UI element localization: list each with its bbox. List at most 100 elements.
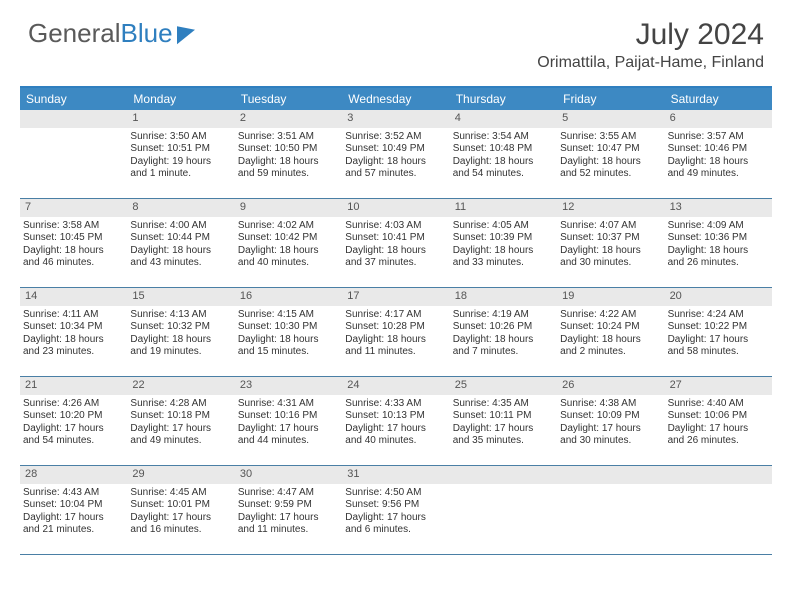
day-number: 6 bbox=[665, 110, 772, 128]
day-cell: 16Sunrise: 4:15 AMSunset: 10:30 PMDaylig… bbox=[235, 288, 342, 376]
day-detail-line: and 46 minutes. bbox=[23, 257, 124, 270]
day-detail-line: Daylight: 18 hours bbox=[560, 334, 661, 347]
day-cell: 10Sunrise: 4:03 AMSunset: 10:41 PMDaylig… bbox=[342, 199, 449, 287]
day-detail-line: Daylight: 17 hours bbox=[453, 423, 554, 436]
day-detail-line: Sunrise: 4:09 AM bbox=[668, 220, 769, 233]
day-number: 21 bbox=[20, 377, 127, 395]
weekday-header: Saturday bbox=[665, 88, 772, 110]
day-cell: 25Sunrise: 4:35 AMSunset: 10:11 PMDaylig… bbox=[450, 377, 557, 465]
day-detail-line: Sunrise: 4:19 AM bbox=[453, 309, 554, 322]
day-detail-line: Daylight: 18 hours bbox=[130, 334, 231, 347]
day-detail-line: Daylight: 18 hours bbox=[560, 245, 661, 258]
day-number: 20 bbox=[665, 288, 772, 306]
day-detail-line: Sunrise: 3:54 AM bbox=[453, 131, 554, 144]
day-detail-line: Daylight: 18 hours bbox=[453, 245, 554, 258]
day-detail-line: Sunrise: 4:13 AM bbox=[130, 309, 231, 322]
day-detail-line: Sunrise: 4:47 AM bbox=[238, 487, 339, 500]
day-detail-line: Sunrise: 4:02 AM bbox=[238, 220, 339, 233]
day-detail-line: and 33 minutes. bbox=[453, 257, 554, 270]
day-cell: 28Sunrise: 4:43 AMSunset: 10:04 PMDaylig… bbox=[20, 466, 127, 554]
brand-word2: Blue bbox=[121, 18, 173, 49]
day-cell: 31Sunrise: 4:50 AMSunset: 9:56 PMDayligh… bbox=[342, 466, 449, 554]
day-number: 12 bbox=[557, 199, 664, 217]
day-detail-line: Daylight: 18 hours bbox=[453, 334, 554, 347]
day-detail-line: Sunrise: 4:50 AM bbox=[345, 487, 446, 500]
day-detail-line: and 54 minutes. bbox=[453, 168, 554, 181]
day-detail-line: Daylight: 17 hours bbox=[345, 512, 446, 525]
day-detail-line: Daylight: 18 hours bbox=[238, 245, 339, 258]
day-detail-line: Sunset: 10:18 PM bbox=[130, 410, 231, 423]
day-detail-line: Sunset: 10:01 PM bbox=[130, 499, 231, 512]
day-cell: 7Sunrise: 3:58 AMSunset: 10:45 PMDayligh… bbox=[20, 199, 127, 287]
day-detail-line: Sunset: 9:59 PM bbox=[238, 499, 339, 512]
day-detail-line: Sunrise: 4:00 AM bbox=[130, 220, 231, 233]
day-detail-line: Sunset: 10:26 PM bbox=[453, 321, 554, 334]
weekday-header: Friday bbox=[557, 88, 664, 110]
day-number: 9 bbox=[235, 199, 342, 217]
week-row: 14Sunrise: 4:11 AMSunset: 10:34 PMDaylig… bbox=[20, 288, 772, 377]
day-detail-line: Daylight: 18 hours bbox=[23, 245, 124, 258]
day-number: 27 bbox=[665, 377, 772, 395]
weekday-header: Tuesday bbox=[235, 88, 342, 110]
day-detail-line: and 15 minutes. bbox=[238, 346, 339, 359]
day-detail-line: Daylight: 17 hours bbox=[23, 423, 124, 436]
brand-logo: GeneralBlue bbox=[28, 18, 195, 49]
day-number: 4 bbox=[450, 110, 557, 128]
week-row: 1Sunrise: 3:50 AMSunset: 10:51 PMDayligh… bbox=[20, 110, 772, 199]
day-detail-line: Daylight: 18 hours bbox=[668, 156, 769, 169]
day-detail-line: Sunrise: 3:57 AM bbox=[668, 131, 769, 144]
weekday-header: Monday bbox=[127, 88, 234, 110]
day-detail-line: and 23 minutes. bbox=[23, 346, 124, 359]
calendar-table: Sunday Monday Tuesday Wednesday Thursday… bbox=[20, 86, 772, 555]
day-number: 29 bbox=[127, 466, 234, 484]
day-detail-line: Sunrise: 3:55 AM bbox=[560, 131, 661, 144]
day-cell: 18 Sunrise: 4:19 AMSunset: 10:26 PMDaylig… bbox=[450, 288, 557, 376]
day-number bbox=[665, 466, 772, 484]
day-detail-line: Sunset: 10:36 PM bbox=[668, 232, 769, 245]
day-cell: 4Sunrise: 3:54 AMSunset: 10:48 PMDayligh… bbox=[450, 110, 557, 198]
day-detail-line: Sunrise: 4:26 AM bbox=[23, 398, 124, 411]
day-detail-line: and 11 minutes. bbox=[238, 524, 339, 537]
day-cell: 24Sunrise: 4:33 AMSunset: 10:13 PMDaylig… bbox=[342, 377, 449, 465]
day-detail-line: Sunrise: 4:15 AM bbox=[238, 309, 339, 322]
day-detail-line: and 49 minutes. bbox=[130, 435, 231, 448]
day-number: 3 bbox=[342, 110, 449, 128]
day-cell: 26Sunrise: 4:38 AMSunset: 10:09 PMDaylig… bbox=[557, 377, 664, 465]
title-block: July 2024 Orimattila, Paijat-Hame, Finla… bbox=[537, 18, 764, 72]
day-number: 18 bbox=[450, 288, 557, 306]
day-number bbox=[20, 110, 127, 128]
day-number bbox=[557, 466, 664, 484]
location-subtitle: Orimattila, Paijat-Hame, Finland bbox=[537, 54, 764, 72]
day-detail-line: and 30 minutes. bbox=[560, 257, 661, 270]
day-cell: 11Sunrise: 4:05 AMSunset: 10:39 PMDaylig… bbox=[450, 199, 557, 287]
day-detail-line: Sunset: 10:45 PM bbox=[23, 232, 124, 245]
day-detail-line: Sunset: 10:46 PM bbox=[668, 143, 769, 156]
day-cell: 12Sunrise: 4:07 AMSunset: 10:37 PMDaylig… bbox=[557, 199, 664, 287]
day-detail-line: Sunrise: 3:50 AM bbox=[130, 131, 231, 144]
day-detail-line: Sunrise: 4:17 AM bbox=[345, 309, 446, 322]
day-detail-line: and 11 minutes. bbox=[345, 346, 446, 359]
day-detail-line: and 2 minutes. bbox=[560, 346, 661, 359]
day-detail-line: and 19 minutes. bbox=[130, 346, 231, 359]
day-detail-line: Sunset: 9:56 PM bbox=[345, 499, 446, 512]
day-cell: 8Sunrise: 4:00 AMSunset: 10:44 PMDayligh… bbox=[127, 199, 234, 287]
day-cell: 2Sunrise: 3:51 AMSunset: 10:50 PMDayligh… bbox=[235, 110, 342, 198]
day-detail-line: and 7 minutes. bbox=[453, 346, 554, 359]
day-detail-line: Daylight: 18 hours bbox=[345, 156, 446, 169]
day-detail-line: Sunrise: 4:05 AM bbox=[453, 220, 554, 233]
day-detail-line: Sunset: 10:49 PM bbox=[345, 143, 446, 156]
day-detail-line: Sunrise: 4:24 AM bbox=[668, 309, 769, 322]
day-number: 19 bbox=[557, 288, 664, 306]
day-detail-line: Daylight: 17 hours bbox=[130, 423, 231, 436]
day-detail-line: Sunset: 10:22 PM bbox=[668, 321, 769, 334]
day-detail-line: Sunrise: 4:11 AM bbox=[23, 309, 124, 322]
day-number: 16 bbox=[235, 288, 342, 306]
day-detail-line: and 26 minutes. bbox=[668, 257, 769, 270]
day-cell: 1Sunrise: 3:50 AMSunset: 10:51 PMDayligh… bbox=[127, 110, 234, 198]
day-number: 26 bbox=[557, 377, 664, 395]
day-detail-line: Sunrise: 4:40 AM bbox=[668, 398, 769, 411]
day-number: 13 bbox=[665, 199, 772, 217]
day-cell: 3Sunrise: 3:52 AMSunset: 10:49 PMDayligh… bbox=[342, 110, 449, 198]
day-detail-line: Sunrise: 4:38 AM bbox=[560, 398, 661, 411]
logo-sail-icon bbox=[177, 23, 195, 44]
